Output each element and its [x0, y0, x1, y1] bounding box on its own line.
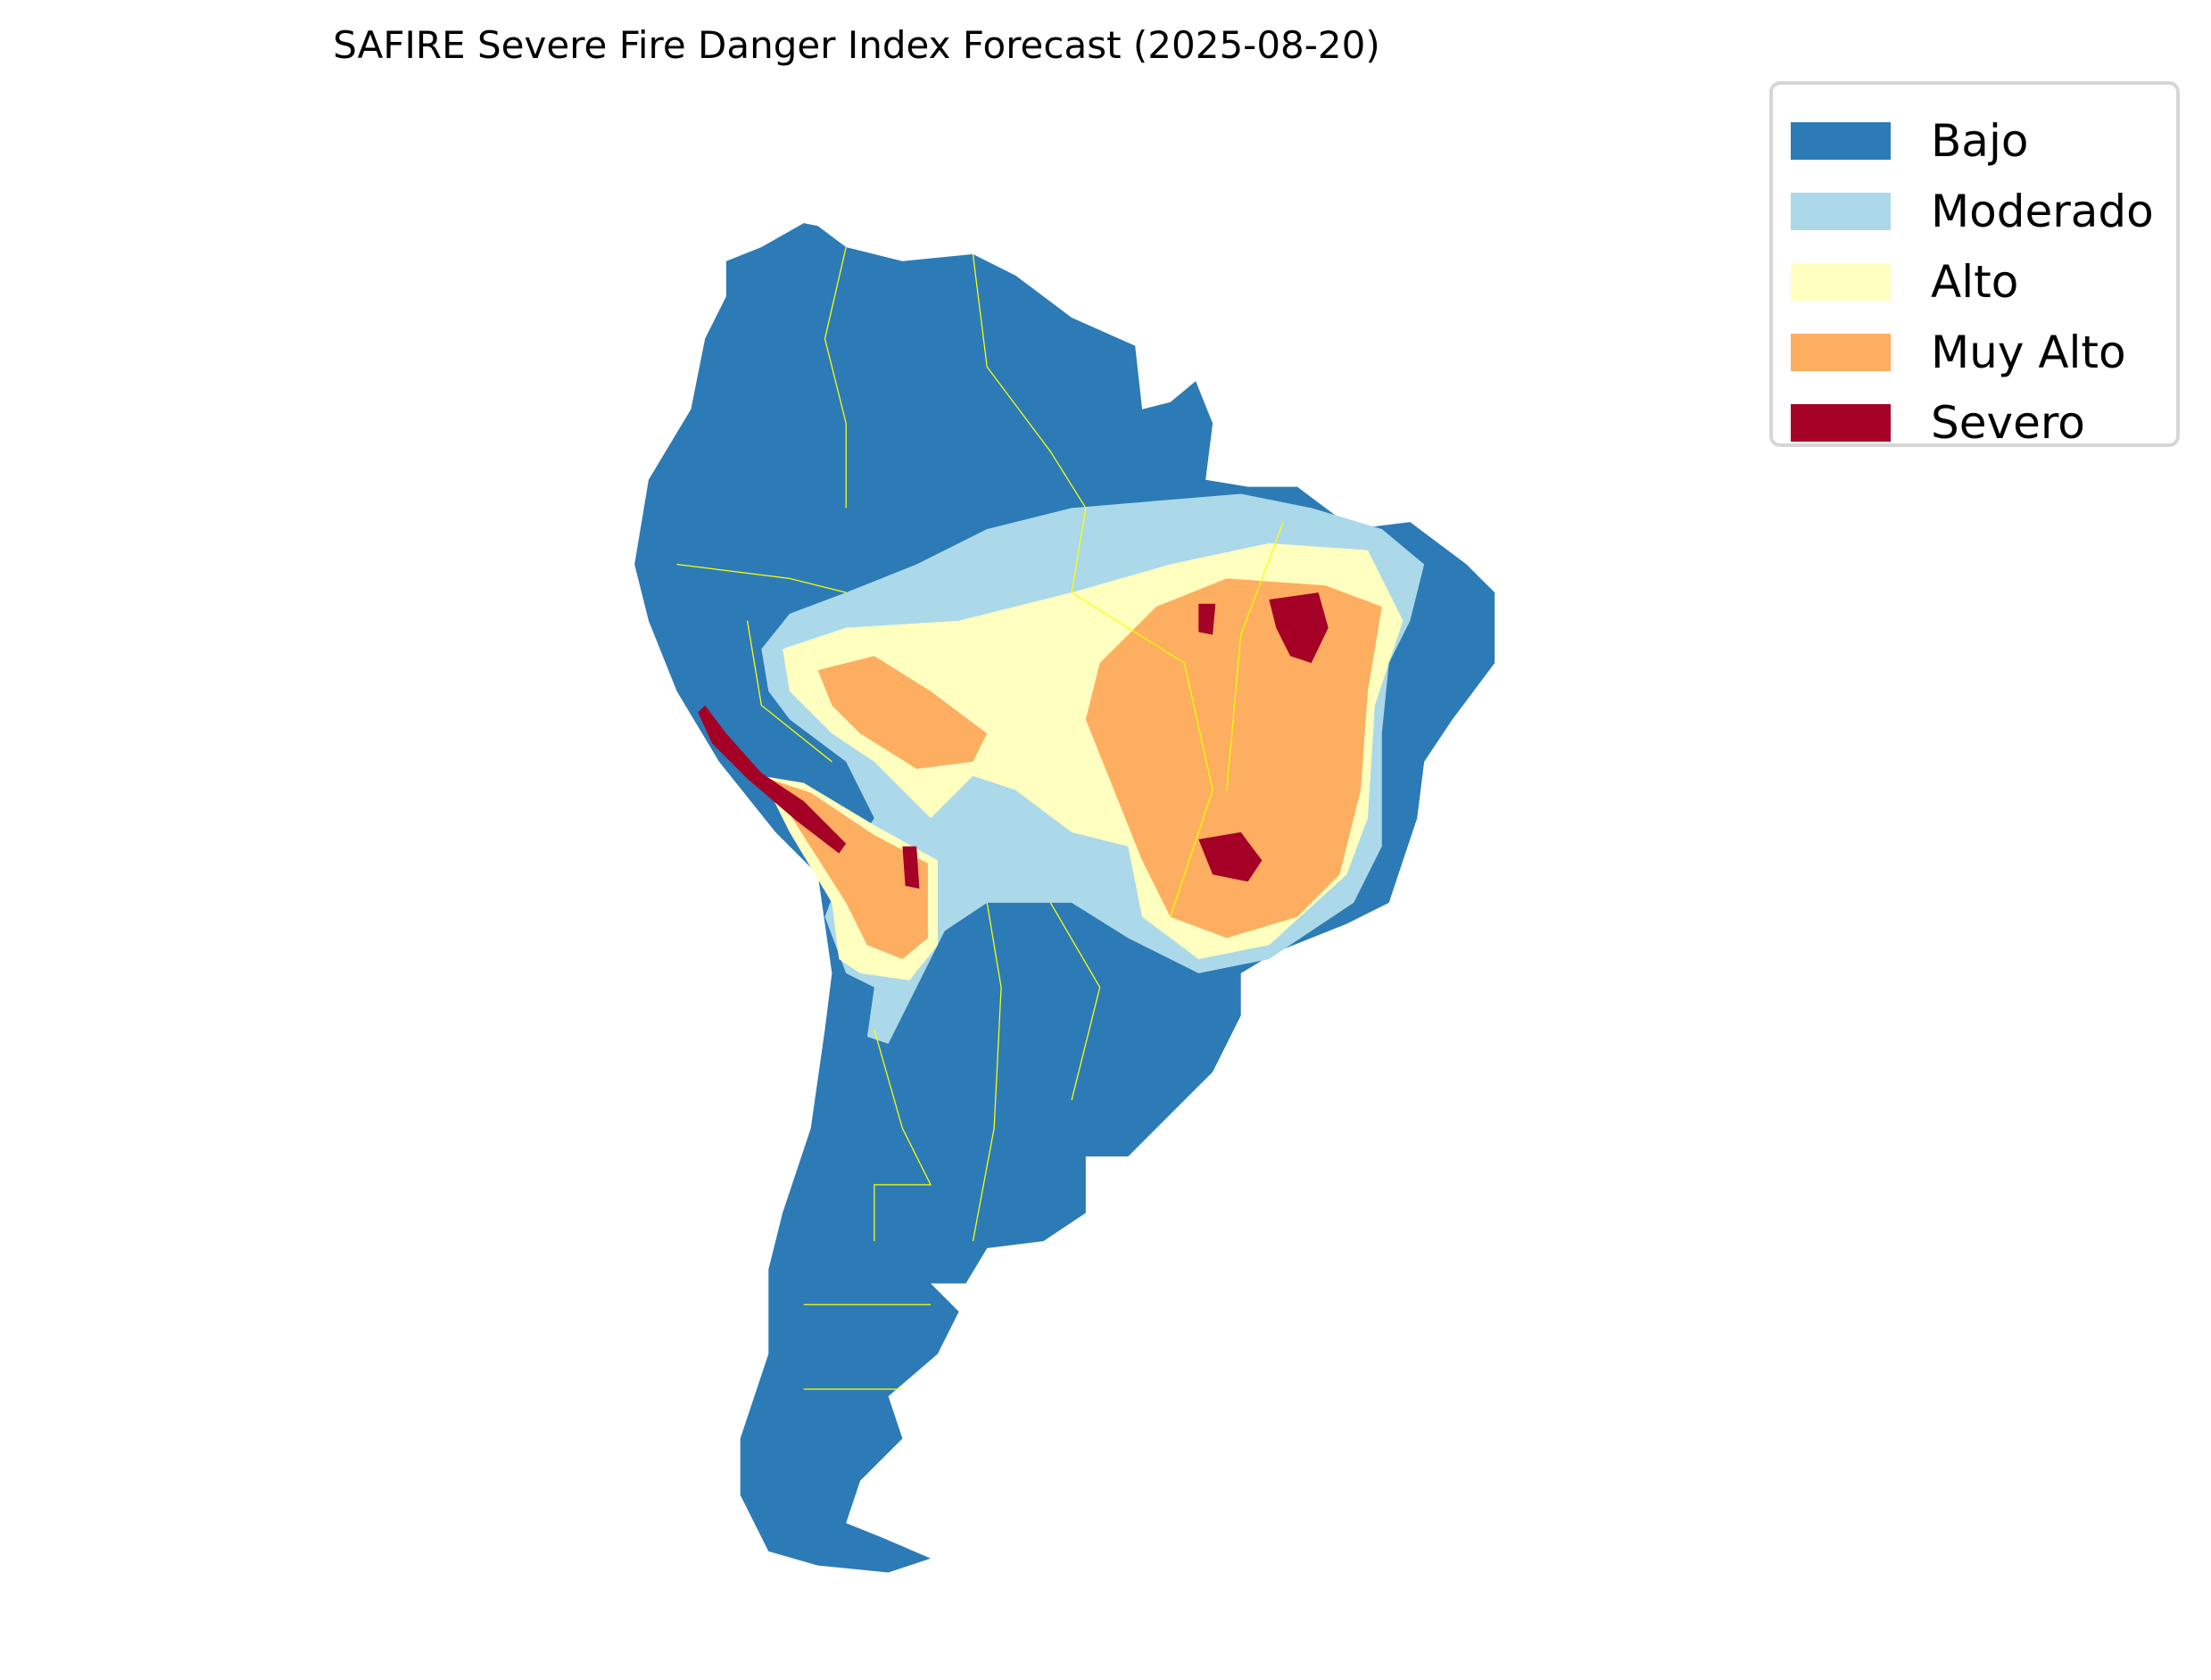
legend-swatch-bajo [1791, 122, 1891, 160]
legend-item-alto: Alto [1791, 256, 2018, 308]
legend-item-bajo: Bajo [1791, 115, 2028, 167]
zone-severo-2 [1198, 832, 1263, 882]
zone-severo-3 [1198, 603, 1216, 635]
legend-swatch-alto [1791, 263, 1891, 301]
legend-swatch-muy-alto [1791, 334, 1891, 371]
legend-item-severo: Severo [1791, 397, 2085, 449]
zone-severo-1 [1269, 592, 1329, 664]
legend-label: Severo [1931, 397, 2085, 449]
zone-severo-andes [698, 705, 847, 854]
legend-label: Moderado [1931, 186, 2154, 237]
legend-item-moderado: Moderado [1791, 186, 2154, 237]
legend-swatch-moderado [1791, 193, 1891, 230]
legend-label: Bajo [1931, 115, 2029, 167]
legend: Bajo Moderado Alto Muy Alto Severo [1769, 81, 2180, 449]
country-borders [676, 246, 1284, 1390]
legend-label: Muy Alto [1931, 327, 2126, 378]
legend-swatch-severo [1791, 404, 1891, 442]
legend-item-muy-alto: Muy Alto [1791, 327, 2126, 378]
zone-muy-alto-east [1085, 578, 1382, 939]
zone-muy-alto-west [817, 656, 988, 769]
zone-severo-4 [902, 846, 920, 890]
legend-label: Alto [1931, 256, 2019, 308]
map-title: SAFIRE Severe Fire Danger Index Forecast… [333, 23, 1380, 67]
